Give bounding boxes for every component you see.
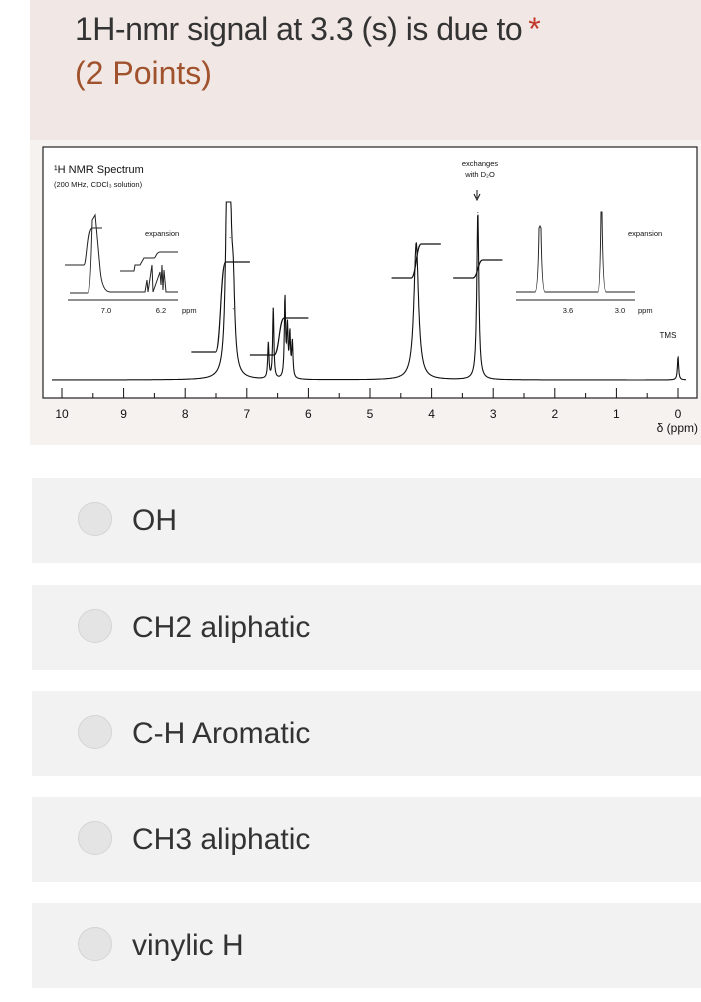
x-tick-label: 7 bbox=[243, 407, 250, 421]
option-label: C-H Aromatic bbox=[132, 717, 311, 750]
left-inset-tick: 7.0 bbox=[101, 306, 111, 315]
left-inset-spectrum bbox=[70, 213, 178, 294]
radio-button[interactable] bbox=[78, 609, 112, 643]
peak-point bbox=[272, 308, 274, 310]
radio-button[interactable] bbox=[78, 927, 112, 961]
option-ch2-aliphatic[interactable]: CH2 aliphatic bbox=[32, 585, 701, 670]
x-tick-label: 3 bbox=[490, 407, 497, 421]
integral-trace bbox=[191, 261, 250, 353]
question-text: 1H-nmr signal at 3.3 (s) is due to bbox=[75, 11, 523, 47]
question-points: (2 Points) bbox=[75, 55, 212, 91]
peak-point bbox=[226, 201, 228, 203]
option-label: CH2 aliphatic bbox=[132, 611, 311, 644]
right-inset-unit: ppm bbox=[638, 306, 653, 315]
x-tick-label: 10 bbox=[55, 407, 69, 421]
nmr-spectrum-chart: ¹H NMR Spectrum (200 MHz, CDCl₃ solution… bbox=[42, 146, 698, 435]
integral-trace bbox=[453, 259, 503, 279]
spectrum-trace bbox=[52, 201, 687, 381]
left-expansion-inset: 7.0 6.2 ppm expansion bbox=[65, 213, 197, 315]
x-tick-label: 8 bbox=[182, 407, 189, 421]
arrow-down-icon bbox=[473, 190, 481, 202]
peak-point bbox=[284, 299, 286, 301]
peak-point bbox=[267, 343, 269, 345]
option-ch3-aliphatic[interactable]: CH3 aliphatic bbox=[32, 797, 701, 882]
x-tick-label: 0 bbox=[675, 407, 682, 421]
question-header: 1H-nmr signal at 3.3 (s) is due to * (2 P… bbox=[30, 0, 701, 150]
required-marker: * bbox=[528, 11, 541, 47]
tms-label: TMS bbox=[660, 331, 677, 340]
x-tick-label: 2 bbox=[551, 407, 558, 421]
right-inset-label: expansion bbox=[628, 229, 662, 238]
peak-point bbox=[289, 336, 291, 338]
nmr-spectrum-image: ¹H NMR Spectrum (200 MHz, CDCl₃ solution… bbox=[30, 140, 701, 445]
option-label: CH3 aliphatic bbox=[132, 823, 311, 856]
left-inset-integral-1 bbox=[65, 227, 102, 266]
x-tick-label: 1 bbox=[613, 407, 620, 421]
option-label: OH bbox=[132, 504, 177, 537]
spectrum-subtitle: (200 MHz, CDCl₃ solution) bbox=[54, 180, 143, 189]
right-inset-tick: 3.6 bbox=[563, 306, 573, 315]
radio-button[interactable] bbox=[78, 502, 112, 536]
option-oh[interactable]: OH bbox=[32, 478, 701, 563]
peak-point bbox=[415, 242, 417, 244]
integral-trace bbox=[391, 243, 441, 279]
option-label: vinylic H bbox=[132, 929, 244, 962]
radio-button[interactable] bbox=[78, 715, 112, 749]
left-inset-label: expansion bbox=[145, 229, 179, 238]
peak-point bbox=[291, 343, 293, 345]
left-inset-tick: 6.2 bbox=[156, 306, 166, 315]
right-inset-spectrum bbox=[516, 211, 635, 293]
d2o-annotation-line1: exchanges bbox=[462, 159, 499, 168]
peak-point bbox=[229, 237, 231, 239]
peak-point bbox=[677, 356, 679, 358]
integral-trace bbox=[249, 317, 309, 356]
peak-point bbox=[477, 212, 479, 214]
peak-point bbox=[286, 329, 288, 331]
x-tick-label: 5 bbox=[367, 407, 374, 421]
peak-point bbox=[232, 308, 234, 310]
question-title: 1H-nmr signal at 3.3 (s) is due to * bbox=[75, 8, 541, 50]
x-tick-label: 4 bbox=[428, 407, 435, 421]
radio-button[interactable] bbox=[78, 821, 112, 855]
left-inset-unit: ppm bbox=[182, 306, 197, 315]
option-ch-aromatic[interactable]: C-H Aromatic bbox=[32, 691, 701, 776]
d2o-annotation-line2: with D₂O bbox=[464, 170, 495, 179]
left-inset-integral-2 bbox=[120, 251, 178, 272]
x-tick-label: 9 bbox=[120, 407, 127, 421]
x-tick-label: 6 bbox=[305, 407, 312, 421]
spectrum-title: ¹H NMR Spectrum bbox=[54, 164, 144, 176]
right-inset-tick: 3.0 bbox=[615, 306, 625, 315]
x-axis-label: δ (ppm) bbox=[657, 421, 698, 435]
option-vinylic-h[interactable]: vinylic H bbox=[32, 903, 701, 988]
right-expansion-inset: 3.6 3.0 ppm expansion bbox=[516, 211, 662, 315]
